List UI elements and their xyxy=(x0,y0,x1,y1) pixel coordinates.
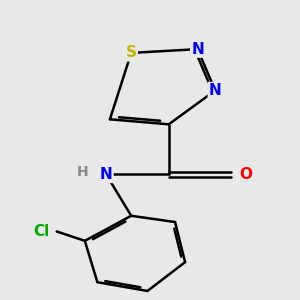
Text: N: N xyxy=(209,83,221,98)
Text: O: O xyxy=(239,167,252,182)
Text: H: H xyxy=(77,165,88,179)
Text: S: S xyxy=(126,45,137,60)
Text: N: N xyxy=(191,42,204,57)
Text: Cl: Cl xyxy=(33,224,49,239)
Text: N: N xyxy=(100,167,112,182)
